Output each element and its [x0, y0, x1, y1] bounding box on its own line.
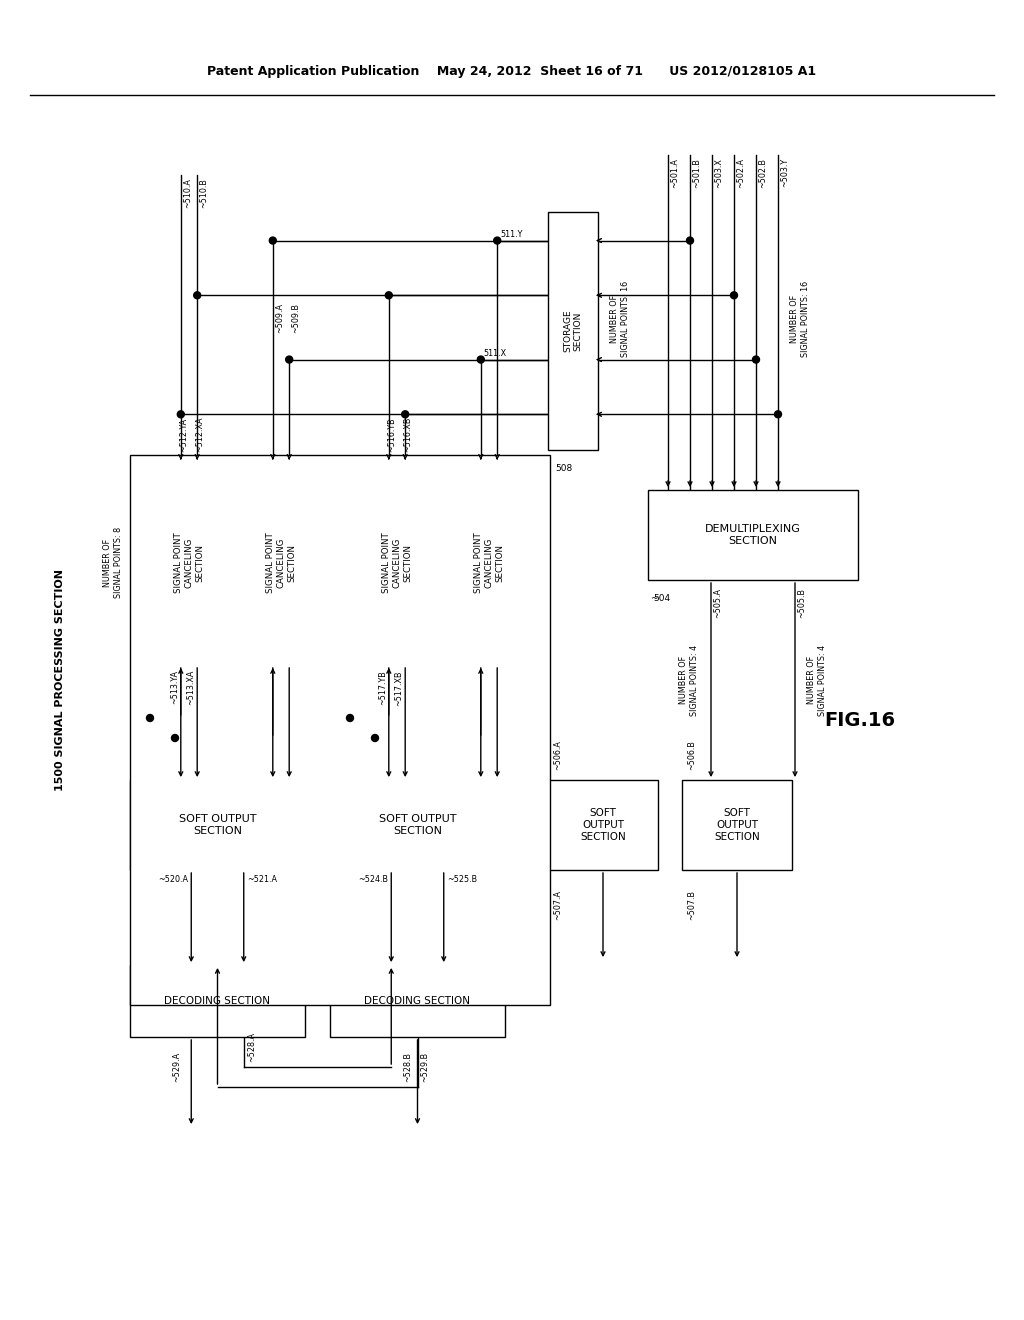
Text: STORAGE
SECTION: STORAGE SECTION [563, 310, 583, 352]
Circle shape [401, 411, 409, 418]
Text: NUMBER OF
SIGNAL POINTS: 4: NUMBER OF SIGNAL POINTS: 4 [679, 644, 698, 715]
Circle shape [385, 292, 392, 298]
Text: ~529.B: ~529.B [421, 1052, 429, 1082]
Circle shape [730, 292, 737, 298]
Bar [148, 459, 230, 665]
Text: ~501.A: ~501.A [670, 158, 679, 187]
Text: ~524.B: ~524.B [358, 875, 388, 884]
Text: ~501.B: ~501.B [692, 158, 701, 187]
Text: SOFT
OUTPUT
SECTION: SOFT OUTPUT SECTION [714, 808, 760, 842]
Text: ~503.X: ~503.X [714, 158, 723, 187]
Circle shape [286, 356, 293, 363]
Text: ~502.B: ~502.B [758, 158, 767, 187]
Bar [130, 965, 305, 1038]
Text: ~521.A: ~521.A [247, 875, 276, 884]
Text: ~503.Y: ~503.Y [780, 158, 790, 187]
Text: ~505.A: ~505.A [713, 587, 722, 618]
Circle shape [194, 292, 201, 298]
Text: ~520.A: ~520.A [159, 875, 188, 884]
Circle shape [372, 734, 379, 742]
Text: SIGNAL POINT
CANCELING
SECTION: SIGNAL POINT CANCELING SECTION [382, 532, 412, 593]
Text: DECODING SECTION: DECODING SECTION [365, 997, 470, 1006]
Text: ~509.A: ~509.A [274, 304, 284, 333]
Circle shape [346, 714, 353, 722]
Circle shape [146, 714, 154, 722]
Text: NUMBER OF
SIGNAL POINTS: 16: NUMBER OF SIGNAL POINTS: 16 [791, 281, 810, 358]
Text: FIG.16: FIG.16 [824, 710, 896, 730]
Bar [130, 780, 305, 870]
Bar [330, 780, 505, 870]
Text: ~517.XB: ~517.XB [394, 671, 403, 705]
Bar [356, 459, 438, 665]
Text: 508: 508 [555, 465, 572, 473]
Bar [130, 455, 550, 1005]
Text: 504: 504 [653, 594, 670, 603]
Text: ~507.A: ~507.A [553, 890, 562, 920]
Bar [548, 780, 658, 870]
Circle shape [269, 238, 276, 244]
Text: NUMBER OF
SIGNAL POINTS: 16: NUMBER OF SIGNAL POINTS: 16 [610, 281, 630, 358]
Text: 1500 SIGNAL PROCESSING SECTION: 1500 SIGNAL PROCESSING SECTION [55, 569, 65, 791]
Circle shape [171, 734, 178, 742]
Text: SIGNAL POINT
CANCELING
SECTION: SIGNAL POINT CANCELING SECTION [174, 532, 204, 593]
Text: Patent Application Publication    May 24, 2012  Sheet 16 of 71      US 2012/0128: Patent Application Publication May 24, 2… [208, 66, 816, 78]
Circle shape [477, 356, 484, 363]
Circle shape [686, 238, 693, 244]
Text: ~: ~ [650, 594, 657, 603]
Text: ~525.B: ~525.B [446, 875, 477, 884]
Circle shape [494, 238, 501, 244]
Text: ~513.XA: ~513.XA [186, 671, 196, 705]
Text: ~502.A: ~502.A [736, 158, 745, 187]
Text: ~513.YA: ~513.YA [170, 671, 179, 704]
Circle shape [177, 411, 184, 418]
Bar [682, 780, 792, 870]
Text: ~505.B: ~505.B [797, 587, 806, 618]
Text: SOFT
OUTPUT
SECTION: SOFT OUTPUT SECTION [581, 808, 626, 842]
Text: ~510.B: ~510.B [200, 178, 208, 207]
Text: SIGNAL POINT
CANCELING
SECTION: SIGNAL POINT CANCELING SECTION [474, 532, 504, 593]
Text: ~509.B: ~509.B [291, 304, 300, 333]
Text: SOFT OUTPUT
SECTION: SOFT OUTPUT SECTION [379, 814, 457, 836]
Bar [548, 213, 598, 450]
Text: ~512.YA: ~512.YA [179, 418, 187, 451]
Text: ~510.A: ~510.A [183, 178, 191, 207]
Text: ~528.A: ~528.A [247, 1032, 256, 1063]
Text: ~517.YB: ~517.YB [378, 671, 387, 705]
Circle shape [753, 356, 760, 363]
Bar [240, 459, 322, 665]
Text: 511.X: 511.X [483, 348, 507, 358]
Text: NUMBER OF
SIGNAL POINTS: 8: NUMBER OF SIGNAL POINTS: 8 [103, 527, 123, 598]
Text: ~529.A: ~529.A [172, 1052, 181, 1082]
Text: SOFT OUTPUT
SECTION: SOFT OUTPUT SECTION [179, 814, 256, 836]
Text: ~516.YB: ~516.YB [387, 417, 396, 451]
Text: ~507.B: ~507.B [687, 890, 696, 920]
Text: ~506.A: ~506.A [553, 741, 562, 770]
Text: ~516.XB: ~516.XB [403, 417, 413, 451]
Text: 511.Y: 511.Y [500, 230, 522, 239]
Text: DECODING SECTION: DECODING SECTION [165, 997, 270, 1006]
Bar [648, 490, 858, 579]
Text: DEMULTIPLEXING
SECTION: DEMULTIPLEXING SECTION [706, 524, 801, 545]
Text: ~528.B: ~528.B [403, 1052, 413, 1082]
Text: ~506.B: ~506.B [687, 741, 696, 770]
Circle shape [774, 411, 781, 418]
Text: NUMBER OF
SIGNAL POINTS: 4: NUMBER OF SIGNAL POINTS: 4 [807, 644, 826, 715]
Bar [330, 965, 505, 1038]
Text: SIGNAL POINT
CANCELING
SECTION: SIGNAL POINT CANCELING SECTION [266, 532, 296, 593]
Text: ~512.XA: ~512.XA [196, 417, 204, 451]
Bar [449, 459, 530, 665]
